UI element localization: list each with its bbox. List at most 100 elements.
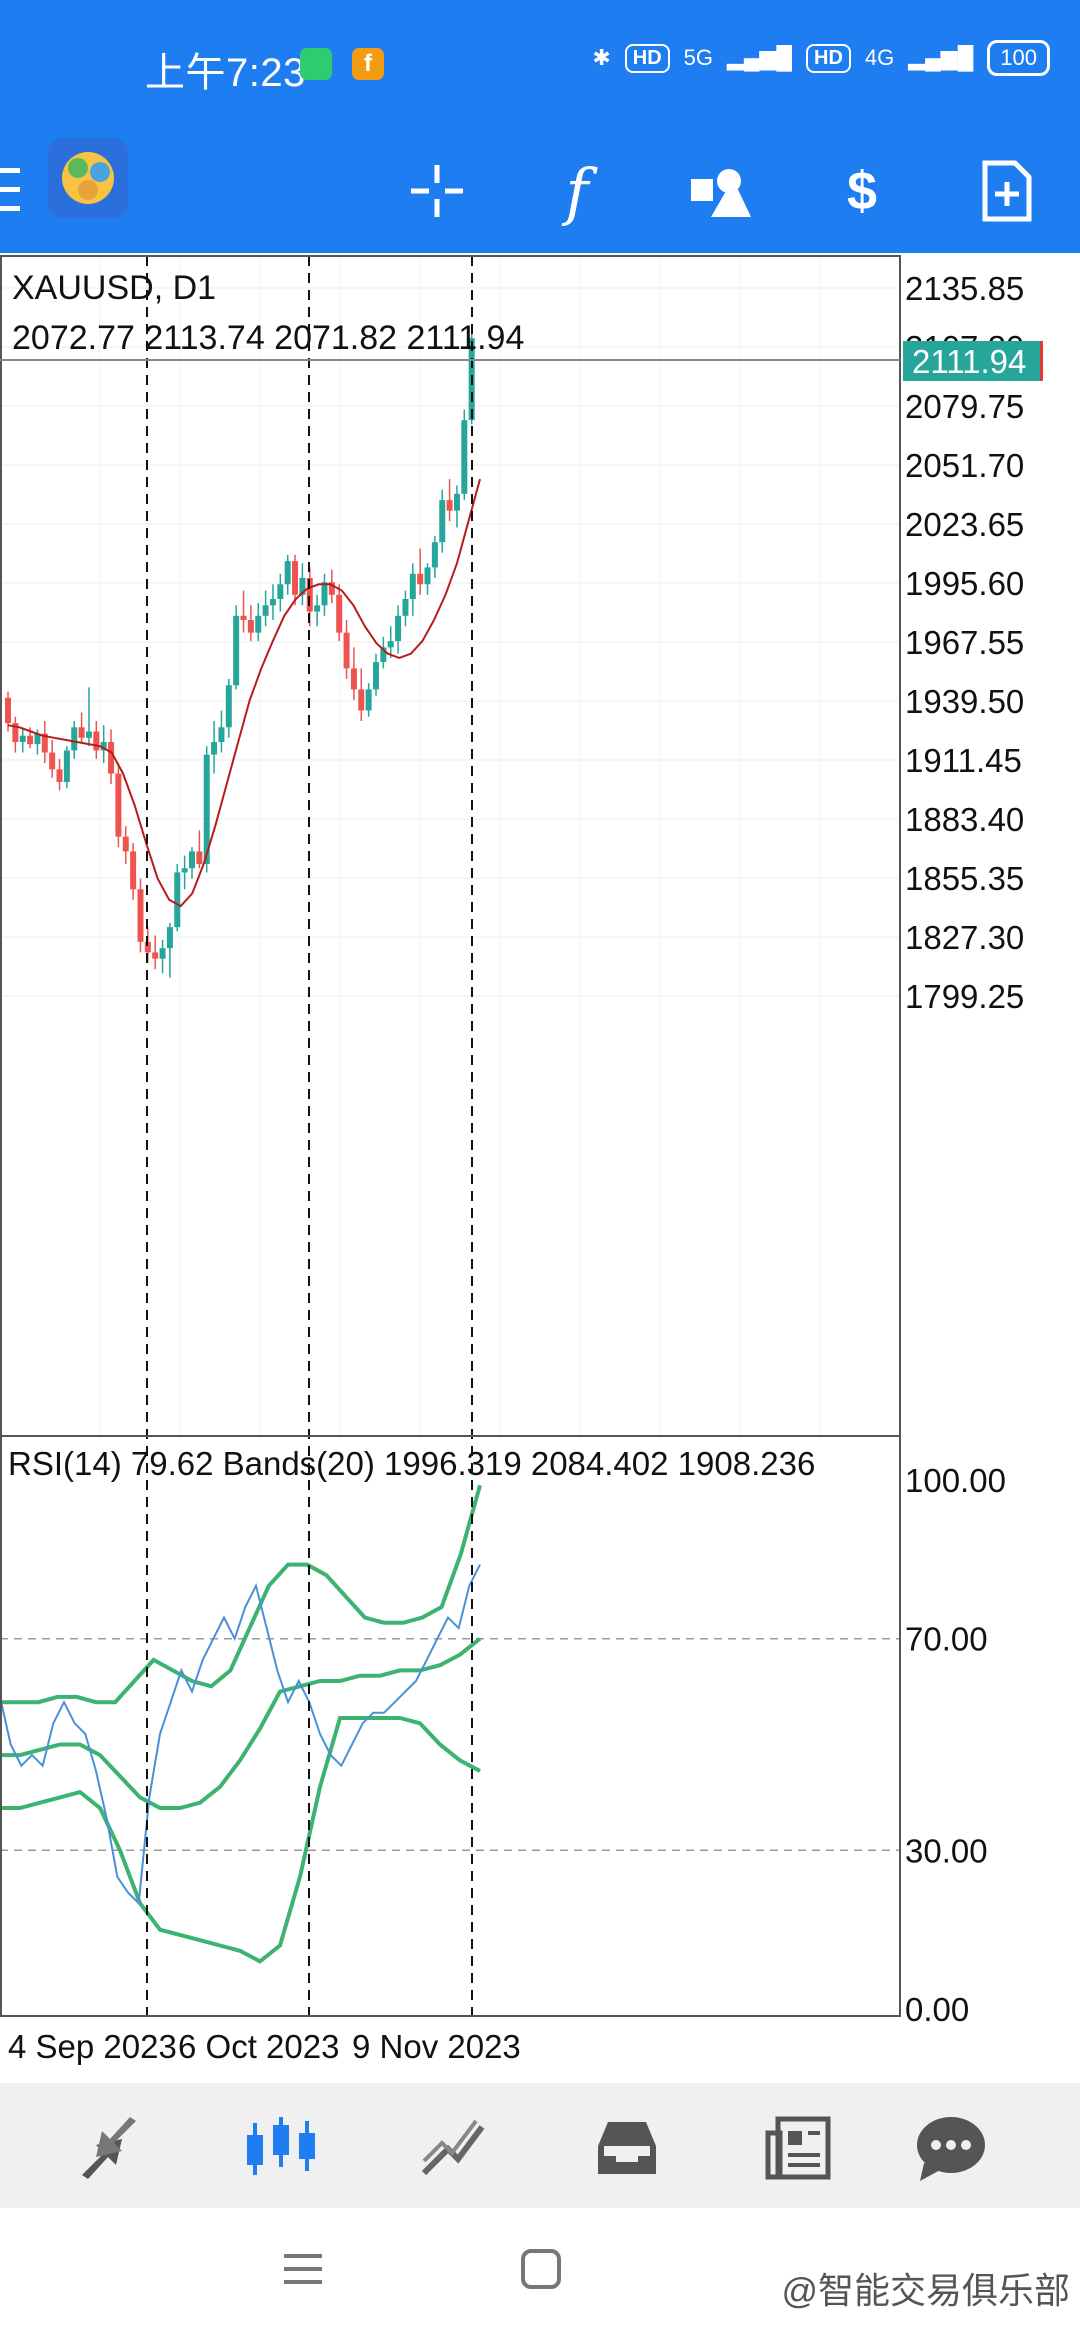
candle-body	[211, 742, 218, 755]
bluetooth-icon: ✱	[592, 45, 611, 70]
candle-body	[358, 689, 365, 711]
candle-body	[63, 750, 70, 782]
indicator-label: RSI(14) 79.62 Bands(20) 1996.319 2084.40…	[8, 1445, 815, 1482]
candle-body	[321, 582, 328, 606]
candle-body	[402, 598, 409, 616]
candle-body	[152, 952, 159, 959]
candle-body	[380, 647, 387, 663]
price-axis-label: 1855.35	[905, 860, 1024, 897]
signal-4g-label: 4G	[864, 45, 895, 70]
candle-body	[5, 697, 11, 724]
candle-body	[292, 561, 299, 595]
rsi-axis-label: 30.00	[905, 1832, 988, 1869]
moving-average-line	[7, 478, 481, 908]
candle-body	[34, 733, 41, 745]
candle-body	[409, 573, 416, 599]
price-axis-label: 1995.60	[905, 565, 1024, 602]
candle-body	[277, 584, 284, 599]
chart-area[interactable]: XAUUSD, D1 2072.77 2113.74 2071.82 2111.…	[0, 253, 1080, 2083]
price-axis-label: 2023.65	[905, 506, 1024, 543]
price-axis-label: 1799.25	[905, 978, 1024, 1015]
candle-body	[373, 662, 379, 690]
metatrader-logo-icon[interactable]	[48, 138, 128, 218]
chart-icon[interactable]	[236, 2103, 326, 2193]
rsi-panel-border	[0, 1435, 901, 2017]
candle-body	[174, 872, 181, 928]
candle-body	[225, 685, 232, 728]
candle-body	[56, 769, 63, 782]
current-price-tag	[903, 341, 1043, 381]
new-order-icon[interactable]	[962, 146, 1052, 236]
home-icon[interactable]	[520, 2248, 562, 2295]
shield-app-icon	[300, 48, 332, 80]
candle-body	[365, 689, 372, 711]
status-icons: ✱ HD 5G ▂▄▆█ HD 4G ▂▄▆█ 100	[592, 40, 1050, 76]
news-icon[interactable]	[754, 2103, 844, 2193]
candle-body	[336, 594, 343, 633]
indicators-icon[interactable]: f	[565, 154, 589, 228]
crosshair-icon[interactable]	[392, 146, 482, 236]
candle-body	[233, 615, 240, 686]
candle-body	[181, 868, 188, 873]
messages-icon[interactable]	[906, 2103, 996, 2193]
rsi-axis-label: 100.00	[905, 1462, 1006, 1499]
candle-body	[19, 735, 26, 743]
price-axis-label: 2079.75	[905, 388, 1024, 425]
app-notification-icon: f	[352, 48, 384, 80]
candle-body	[306, 577, 313, 612]
current-price-label: 2111.94	[912, 343, 1026, 380]
signal-bars-icon: ▂▄▆█	[727, 45, 793, 70]
watermark: @智能交易俱乐部	[781, 2270, 1070, 2311]
candle-body	[144, 941, 151, 953]
recents-icon[interactable]	[282, 2248, 324, 2295]
candle-body	[387, 641, 394, 648]
candle-body	[100, 742, 107, 751]
candle-body	[439, 500, 446, 543]
candle-body	[137, 889, 144, 942]
candle-body	[115, 773, 122, 837]
signal-bars-icon-2: ▂▄▆█	[908, 45, 974, 70]
rsi-line	[0, 1564, 481, 1906]
ohlc-label: 2072.77 2113.74 2071.82 2111.94	[12, 319, 524, 357]
price-axis-label: 1911.45	[905, 742, 1022, 779]
hd-badge: HD	[624, 43, 670, 73]
trade-dollar-icon[interactable]: $	[846, 161, 878, 221]
trade-icon[interactable]	[408, 2103, 498, 2193]
candle-body	[12, 723, 19, 743]
history-icon[interactable]	[582, 2103, 672, 2193]
date-axis-label: 4 Sep 2023	[8, 2028, 177, 2065]
candle-body	[130, 851, 137, 890]
objects-icon[interactable]	[675, 146, 765, 236]
signal-5g-label: 5G	[683, 45, 713, 70]
candle-body	[218, 727, 225, 743]
candle-body	[328, 582, 335, 595]
candle-body	[196, 851, 203, 865]
price-tag-edge	[1040, 341, 1043, 381]
candle-body	[159, 948, 166, 959]
price-chart[interactable]: XAUUSD, D1 2072.77 2113.74 2071.82 2111.…	[0, 253, 1080, 2083]
quotes-icon[interactable]	[64, 2103, 154, 2193]
candle-body	[78, 727, 85, 738]
menu-icon[interactable]	[0, 158, 26, 222]
candle-body	[108, 742, 115, 774]
candle-body	[262, 605, 269, 616]
candle-body	[49, 752, 56, 770]
system-navigation-bar	[0, 2208, 1080, 2340]
price-axis-label: 2135.85	[905, 270, 1024, 307]
status-bar: 上午7:23 f ✱ HD 5G ▂▄▆█ HD 4G ▂▄▆█ 100	[0, 0, 1080, 128]
candle-body	[189, 851, 195, 869]
hd-badge-2: HD	[806, 43, 851, 73]
candle-body	[122, 836, 129, 852]
candle-body	[166, 927, 173, 949]
candle-body	[255, 615, 262, 633]
candle-body	[453, 493, 460, 511]
bollinger-upper-band	[0, 1484, 482, 1705]
clock: 上午7:23	[145, 51, 306, 95]
candle-body	[424, 567, 431, 585]
candle-body	[431, 542, 438, 568]
candle-body	[299, 577, 306, 595]
candle-body	[85, 731, 92, 738]
rsi-axis-label: 70.00	[905, 1621, 988, 1658]
candle-body	[350, 668, 357, 690]
candle-body	[93, 731, 100, 751]
